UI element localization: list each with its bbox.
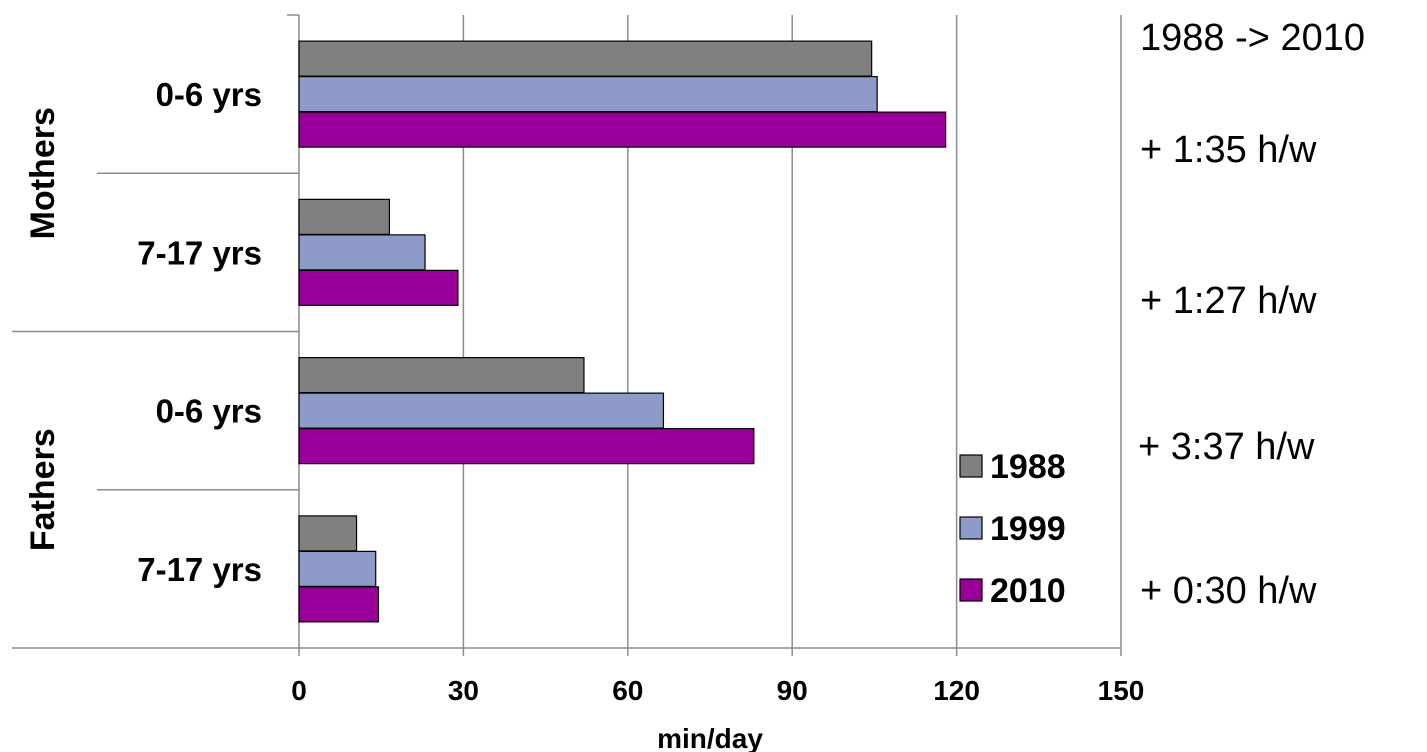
bar-1988	[298, 198, 391, 235]
legend-label: 1999	[990, 510, 1066, 548]
bar-1999	[298, 234, 426, 271]
bar-1988	[298, 515, 358, 552]
x-tick-label: 30	[448, 675, 479, 706]
annotation-change: + 1:35 h/w	[1140, 129, 1317, 171]
category-label: 0-6 yrs	[156, 76, 262, 113]
legend: 1988 1999 2010	[959, 448, 1066, 610]
category-label: 0-6 yrs	[156, 393, 262, 430]
bars	[298, 40, 947, 623]
bar-2010	[298, 428, 755, 465]
x-tick-label: 150	[1098, 675, 1145, 706]
legend-swatch-1999	[959, 516, 983, 540]
x-axis-title: min/day	[657, 723, 763, 752]
x-tick-label: 120	[933, 675, 980, 706]
annotation-change: + 0:30 h/w	[1140, 570, 1317, 612]
annotations: 1988 -> 2010 + 1:35 h/w + 1:27 h/w + 3:37 …	[1138, 17, 1365, 612]
legend-swatch-1988	[959, 454, 983, 478]
x-tick-label: 60	[612, 675, 643, 706]
annotation-change: + 1:27 h/w	[1140, 280, 1317, 322]
group-label: Mothers	[24, 107, 62, 239]
category-labels: 0-6 yrs 7-17 yrs Mothers 0-6 yrs 7-17 yrs Fat…	[24, 76, 262, 588]
category-label: 7-17 yrs	[137, 234, 262, 271]
bar-2010	[298, 111, 947, 148]
legend-swatch-2010	[959, 578, 983, 602]
legend-label: 1988	[990, 448, 1066, 486]
bar-2010	[298, 586, 380, 623]
bar-2010	[298, 269, 459, 306]
bar-1988	[298, 357, 585, 394]
bar-1999	[298, 550, 377, 587]
legend-label: 2010	[990, 572, 1066, 610]
bar-1999	[298, 76, 878, 113]
annotation-change: + 3:37 h/w	[1138, 426, 1315, 468]
group-label: Fathers	[24, 428, 62, 551]
x-tick-label: 0	[291, 675, 307, 706]
bar-1988	[298, 40, 873, 77]
axes: 0 30 60 90 120 150	[12, 14, 1145, 706]
category-label: 7-17 yrs	[137, 551, 262, 588]
bar-1999	[298, 392, 665, 429]
x-tick-label: 90	[777, 675, 808, 706]
annotation-header: 1988 -> 2010	[1140, 17, 1365, 59]
